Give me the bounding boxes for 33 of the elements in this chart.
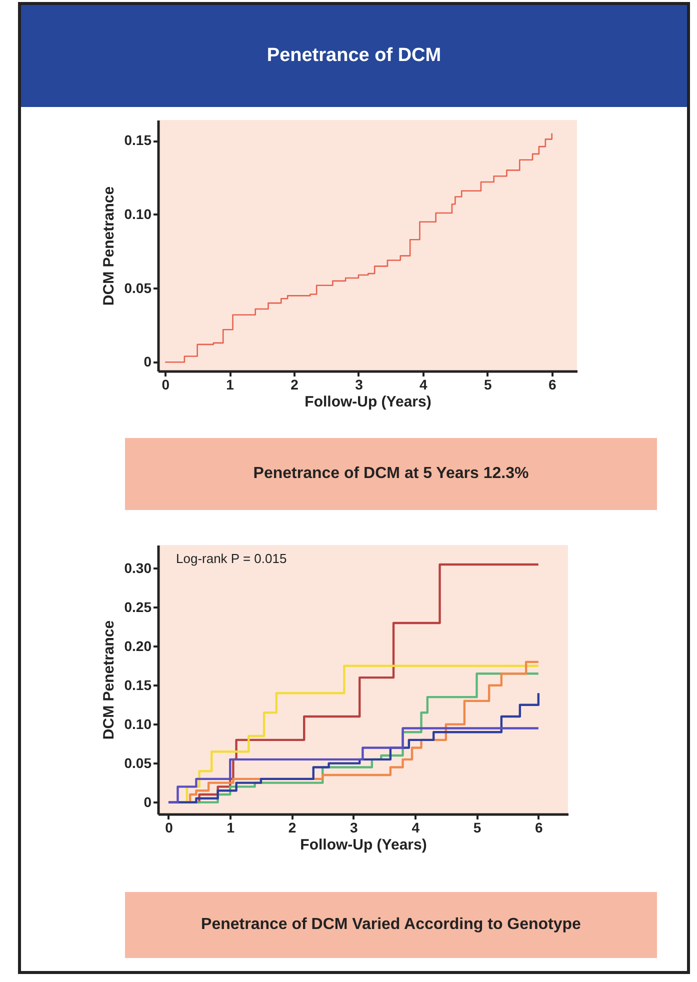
chart-title: Penetrance of DCM (21, 5, 687, 107)
y-tick-label: 0.10 (124, 206, 152, 222)
x-tick-label: 1 (226, 376, 234, 392)
y-tick-label: 0.25 (124, 598, 152, 615)
x-tick-label: 4 (412, 820, 420, 836)
y-tick-label: 0.15 (124, 676, 152, 693)
x-tick-label: 2 (288, 820, 296, 836)
x-tick-label: 0 (162, 376, 170, 392)
y-tick-label: 0.30 (124, 560, 152, 576)
y-tick-label: 0.20 (124, 638, 152, 654)
x-axis-title: Follow-Up (Years) (300, 836, 427, 854)
x-tick-label: 5 (484, 376, 492, 392)
annotation: Log-rank P = 0.015 (176, 551, 287, 566)
y-tick-label: 0.15 (124, 132, 152, 148)
y-axis-title: DCM Penetrance (100, 186, 118, 306)
x-tick-label: 3 (355, 376, 364, 392)
y-axis-title: DCM Penetrance (100, 620, 118, 740)
x-axis-title: Follow-Up (Years) (304, 394, 432, 410)
text: Penetrance of DCM at 5 Years 12.3% (125, 438, 657, 510)
text: Penetrance of DCM Varied According to Genotype (125, 892, 657, 958)
x-tick-label: 1 (226, 820, 235, 836)
x-tick-label: 0 (165, 820, 174, 836)
x-tick-label: 4 (420, 376, 428, 392)
y-tick-label: 0.05 (124, 280, 152, 296)
x-tick-label: 2 (290, 376, 299, 392)
x-tick-label: 5 (473, 820, 482, 836)
y-tick-label: 0.10 (124, 716, 152, 732)
x-tick-label: 3 (350, 820, 358, 836)
y-tick-label: 0.05 (124, 754, 152, 771)
y-tick-label: 0 (144, 794, 152, 810)
x-tick-label: 6 (548, 376, 556, 392)
x-tick-label: 6 (535, 820, 544, 836)
y-tick-label: 0 (144, 354, 152, 370)
